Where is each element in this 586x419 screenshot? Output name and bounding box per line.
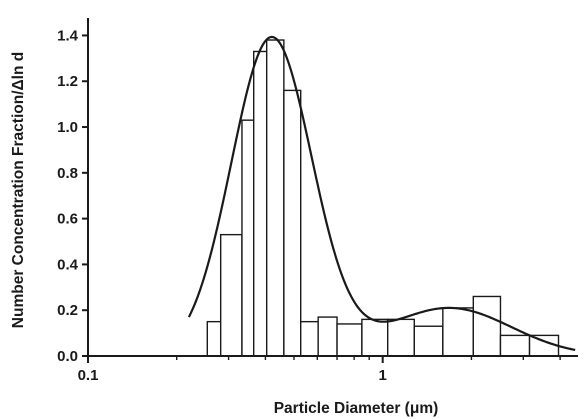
histogram-bar-15	[499, 334, 531, 357]
x-ticks-group: 0.1 1	[78, 356, 561, 384]
y-axis-title: Number Concentration Fraction/Δln d	[10, 52, 27, 328]
histogram-bar-11	[387, 318, 415, 357]
histogram-bar-8	[317, 316, 338, 357]
y-tick-label: 0.4	[57, 256, 79, 273]
y-tick-label: 0.8	[57, 165, 78, 182]
y-tick-label: 0.6	[57, 211, 78, 228]
histogram-bar-14	[472, 295, 502, 357]
y-tick-label: 1.4	[57, 27, 79, 44]
fit-curve	[187, 35, 576, 352]
y-tick-label: 1.0	[57, 119, 78, 136]
histogram-bar-4	[253, 50, 268, 357]
x-tick-label: 1	[379, 367, 387, 384]
x-axis-title: Particle Diameter (μm)	[274, 400, 439, 417]
y-tick-label: 1.2	[57, 73, 78, 90]
x-tick-label: 0.1	[78, 367, 99, 384]
y-ticks-group: 0.0 0.2 0.4 0.6 0.8 1.0 1.2 1.4	[57, 27, 88, 365]
histogram-bar-3	[241, 119, 255, 357]
histogram-bar-7	[300, 320, 319, 357]
histogram-bar-1	[206, 320, 222, 357]
histogram-bar-9	[336, 323, 363, 357]
histogram-bar-5	[265, 39, 285, 357]
y-tick-label: 0.0	[57, 348, 78, 365]
bars-group	[206, 39, 560, 357]
histogram-bar-12	[413, 325, 444, 357]
histogram-bar-6	[283, 89, 302, 357]
histogram-bar-10	[361, 318, 389, 357]
y-tick-label: 0.2	[57, 302, 78, 319]
histogram-bar-2	[219, 233, 243, 357]
histogram-bar-13	[442, 307, 475, 357]
